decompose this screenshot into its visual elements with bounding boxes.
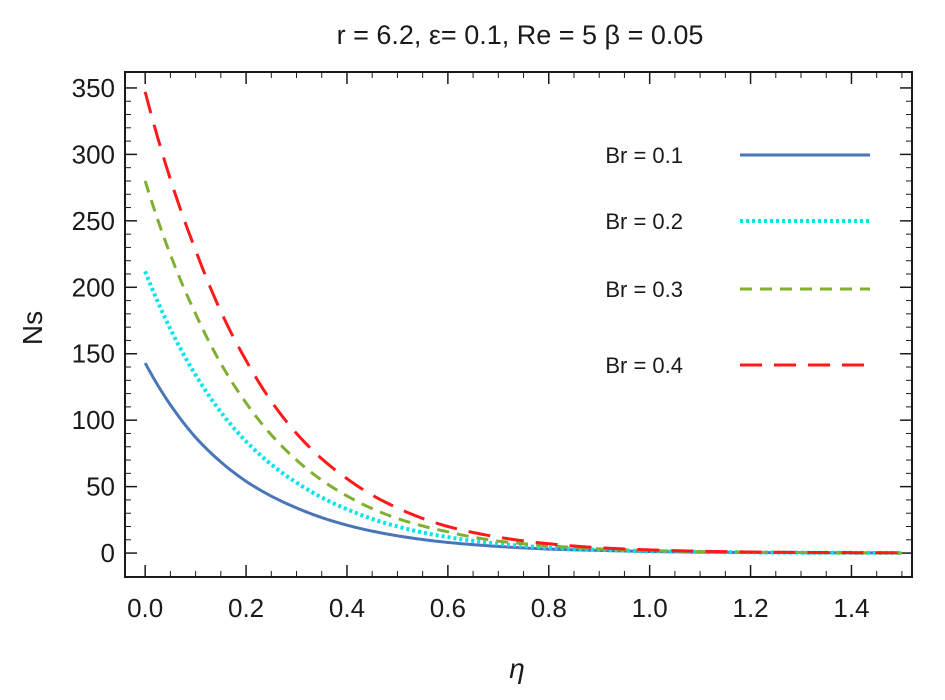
x-tick-label: 0.8 [531,593,567,623]
x-axis-title: η [509,653,525,684]
legend-label: Br = 0.4 [605,353,683,378]
x-tick-label: 1.0 [632,593,668,623]
y-tick-label: 250 [72,206,115,236]
x-tick-label: 0.6 [430,593,466,623]
series-line-1 [143,362,902,555]
x-tick-label: 0.2 [228,593,264,623]
series-line-4 [143,91,902,555]
legend-label: Br = 0.1 [605,143,683,168]
x-tick-label: 0.4 [329,593,365,623]
x-tick-label: 0.0 [127,593,163,623]
y-tick-label: 150 [72,339,115,369]
series-line-3 [143,180,902,555]
y-tick-label: 100 [72,405,115,435]
legend: Br = 0.1 Br = 0.2 Br = 0.3 Br = 0.4 [605,143,870,378]
x-tick-label: 1.2 [732,593,768,623]
x-tick-label: 1.4 [833,593,869,623]
axis-ticks: 0.0 0.2 0.4 0.6 0.8 1.0 1.2 1.4 0 50 100 150 200 250 3… [72,72,912,623]
plot-frame [124,71,913,578]
y-tick-label: 350 [72,73,115,103]
y-tick-label: 50 [86,472,115,502]
y-tick-label: 0 [101,538,115,568]
chart-title: r = 6.2, ε= 0.1, Re = 5 β = 0.05 [337,20,704,50]
y-axis-title: Ns [17,311,48,345]
y-tick-label: 300 [72,139,115,169]
y-tick-label: 200 [72,272,115,302]
series-line-2 [143,270,902,555]
series-lines [143,91,902,555]
legend-label: Br = 0.3 [605,277,683,302]
legend-label: Br = 0.2 [605,209,683,234]
